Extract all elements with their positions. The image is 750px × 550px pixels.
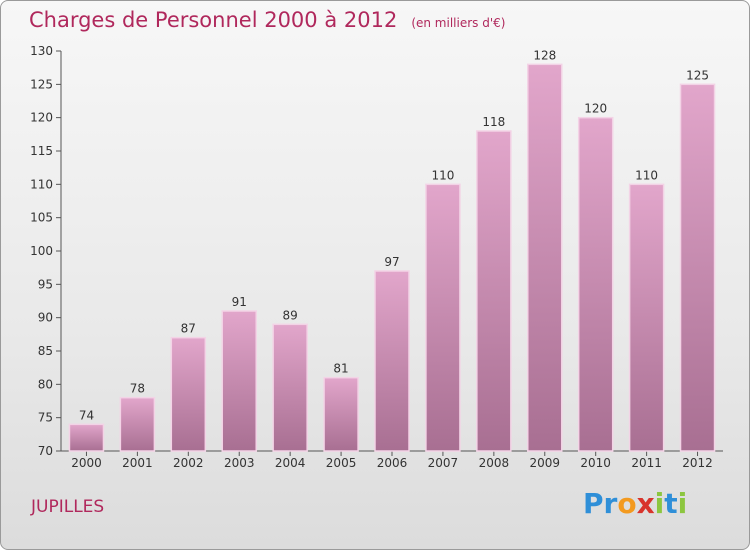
bar-2009 [527,63,563,452]
bar-2010 [577,116,614,452]
bar-2011 [628,183,665,452]
y-tick-label: 105 [30,211,53,225]
logo-letter: i [677,487,688,520]
y-tick-label: 90 [38,311,53,325]
x-tick-label-2008: 2008 [479,456,510,470]
y-tick-label: 75 [38,411,53,425]
y-tick-label: 70 [38,444,53,458]
x-tick-label-2007: 2007 [428,456,459,470]
x-tick-label-2012: 2012 [682,456,713,470]
x-tick-label-2010: 2010 [580,456,611,470]
bar-2003 [221,310,257,452]
x-tick-label-2011: 2011 [631,456,662,470]
y-tick-label: 120 [30,111,53,125]
axes: 70 75 80 85 90 95 100 105 110 115 120 125 130 2000 200… [30,44,723,470]
y-tick-label: 110 [30,177,53,191]
x-tick-label-2000: 2000 [71,456,102,470]
data-label-2004: 89 [283,308,298,322]
bars [68,63,716,452]
bar-2007 [425,183,461,452]
x-tick-label-2009: 2009 [529,456,560,470]
data-label-2008: 118 [482,115,505,129]
data-label-2003: 91 [232,295,247,309]
x-tick-label-2004: 2004 [275,456,306,470]
logo-letter: t [664,487,678,520]
logo-letter: i [654,487,665,520]
logo-letter: x [636,487,655,520]
bar-2002 [170,336,207,452]
chart-title-text: Charges de Personnel 2000 à 2012 [29,8,398,32]
x-tick-label-2003: 2003 [224,456,255,470]
bar-2012 [679,83,716,452]
y-tick-label: 115 [30,144,53,158]
x-tick-label-2005: 2005 [326,456,357,470]
data-label-2006: 97 [384,255,399,269]
bar-2008 [476,130,512,452]
bar-2004 [272,323,308,452]
x-tick-label-2001: 2001 [122,456,153,470]
data-label-2005: 81 [333,362,348,376]
y-tick-label: 95 [38,277,53,291]
y-tick-label: 85 [38,344,53,358]
data-label-2001: 78 [130,382,145,396]
data-label-2012: 125 [686,68,709,82]
bar-2001 [119,396,156,452]
data-label-2007: 110 [431,168,454,182]
location-label: JUPILLES [31,497,105,517]
logo-letter: o [617,487,637,520]
logo-letter: P [583,487,604,520]
chart-subtitle: (en milliers d'€) [411,16,506,30]
data-label-2010: 120 [584,102,607,116]
x-tick-label-2002: 2002 [173,456,204,470]
y-tick-label: 100 [30,244,53,258]
data-label-2002: 87 [181,322,196,336]
logo-letter: r [603,487,618,520]
x-tick-label-2006: 2006 [377,456,408,470]
bar-2006 [374,270,410,452]
y-tick-label: 130 [30,44,53,58]
data-label-2011: 110 [635,168,658,182]
proxiti-logo: Proxiti [583,487,687,520]
bar-2000 [68,423,105,452]
data-label-2009: 128 [533,48,556,62]
bar-2005 [323,376,359,452]
data-labels: 74 78 87 91 89 81 97 110 118 128 120 110 125 [79,48,709,422]
y-tick-label: 80 [38,377,53,391]
y-tick-label: 125 [30,77,53,91]
data-label-2000: 74 [79,408,94,422]
chart-title: Charges de Personnel 2000 à 2012 (en mill… [29,5,505,35]
